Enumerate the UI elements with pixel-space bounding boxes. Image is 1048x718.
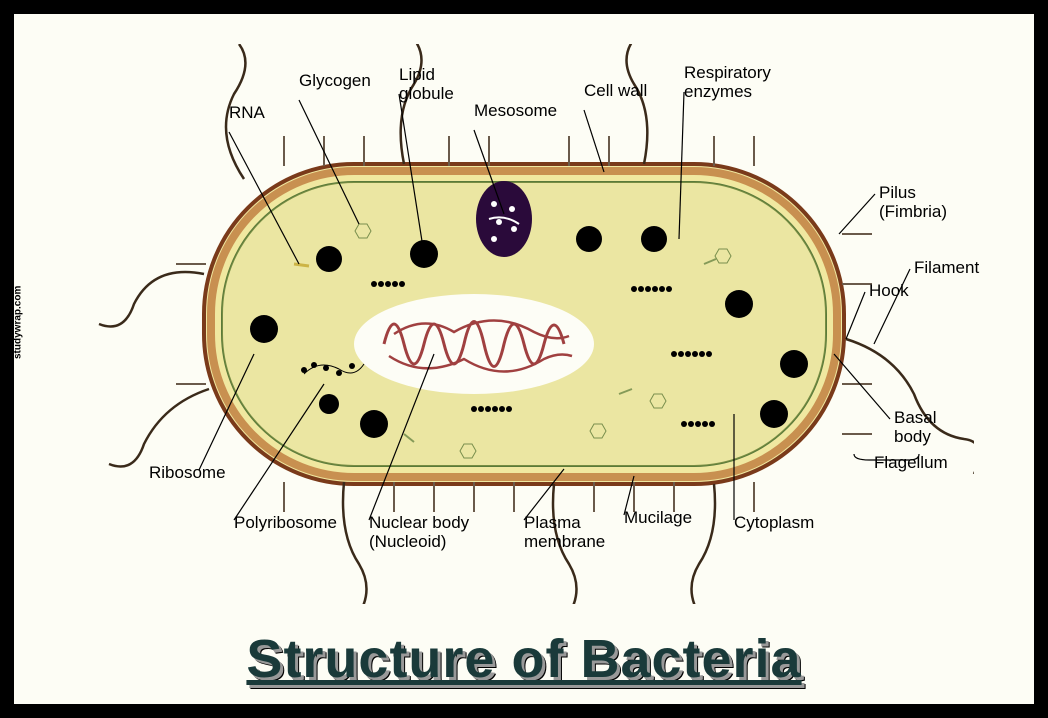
label-glycogen: Glycogen (299, 72, 371, 91)
diagram-title: Structure of Bacteria (14, 628, 1034, 690)
label-flagellum: Flagellum (874, 454, 948, 473)
label-ribosome: Ribosome (149, 464, 226, 483)
nucleoid (354, 294, 594, 394)
label-basal-body: Basalbody (894, 409, 937, 446)
mesosome (476, 181, 532, 257)
label-polyribosome: Polyribosome (234, 514, 337, 533)
label-rna: RNA (229, 104, 265, 123)
label-nuclear-body: Nuclear body(Nucleoid) (369, 514, 469, 551)
label-hook: Hook (869, 282, 909, 301)
watermark: studywrap.com (13, 286, 24, 359)
bacteria-diagram: RNA Glycogen Lipidglobule Mesosome Cell wall… (94, 44, 974, 604)
label-pilus: Pilus(Fimbria) (879, 184, 947, 221)
label-filament: Filament (914, 259, 979, 278)
label-mucilage: Mucilage (624, 509, 692, 528)
label-cell-wall: Cell wall (584, 82, 647, 101)
label-cytoplasm: Cytoplasm (734, 514, 814, 533)
label-mesosome: Mesosome (474, 102, 557, 121)
label-respiratory-enzymes: Respiratoryenzymes (684, 64, 771, 101)
label-plasma-membrane: Plasmamembrane (524, 514, 605, 551)
label-lipid-globule: Lipidglobule (399, 66, 454, 103)
